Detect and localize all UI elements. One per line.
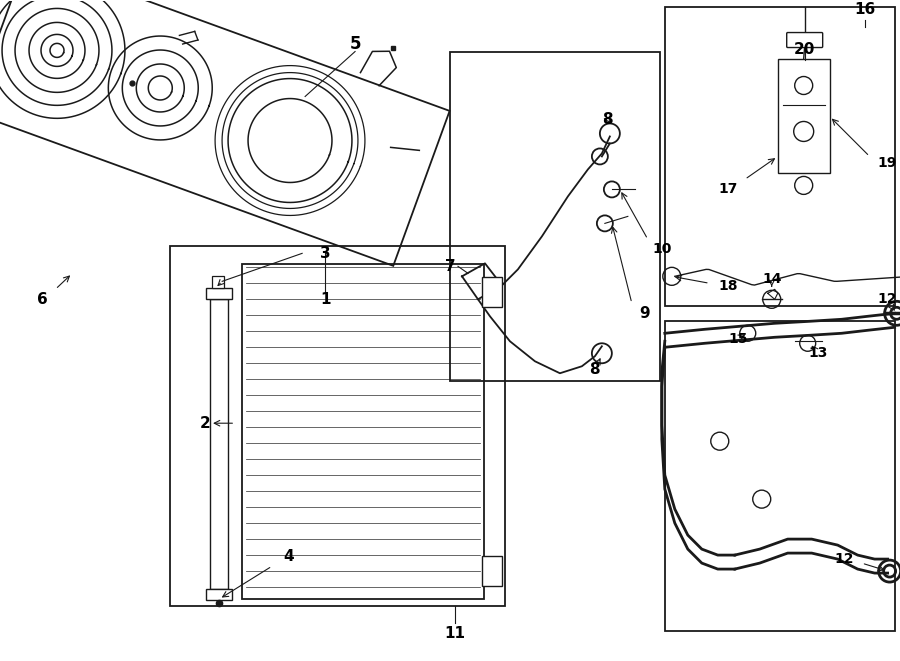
Bar bbox=[206, 288, 232, 299]
Bar bbox=[778, 59, 830, 173]
Text: 8: 8 bbox=[590, 362, 600, 377]
Bar bbox=[482, 556, 502, 586]
Bar bbox=[665, 7, 895, 306]
Polygon shape bbox=[462, 263, 502, 299]
Bar bbox=[212, 276, 224, 288]
Text: 2: 2 bbox=[200, 416, 211, 431]
Bar bbox=[242, 264, 484, 599]
Text: 7: 7 bbox=[445, 259, 455, 274]
Bar bbox=[450, 52, 660, 381]
Text: 3: 3 bbox=[320, 246, 330, 261]
Text: 14: 14 bbox=[762, 272, 781, 286]
Bar bbox=[665, 321, 895, 631]
Polygon shape bbox=[0, 0, 450, 266]
Text: 12: 12 bbox=[835, 552, 854, 566]
Text: 16: 16 bbox=[854, 2, 876, 17]
Text: 4: 4 bbox=[283, 549, 293, 564]
Text: 15: 15 bbox=[728, 332, 748, 346]
Text: 20: 20 bbox=[794, 42, 815, 57]
Text: 19: 19 bbox=[878, 157, 897, 171]
Text: 5: 5 bbox=[349, 34, 361, 52]
Text: 13: 13 bbox=[808, 346, 827, 360]
FancyBboxPatch shape bbox=[787, 32, 823, 48]
Text: 6: 6 bbox=[37, 292, 48, 307]
Text: 9: 9 bbox=[640, 306, 650, 321]
Bar bbox=[482, 278, 502, 307]
Text: 11: 11 bbox=[445, 625, 465, 641]
Bar bbox=[206, 589, 232, 600]
Text: 12: 12 bbox=[878, 292, 897, 306]
Text: 10: 10 bbox=[652, 243, 671, 256]
Text: 17: 17 bbox=[718, 182, 737, 196]
Text: 1: 1 bbox=[320, 292, 330, 307]
Text: 18: 18 bbox=[718, 280, 737, 293]
Text: 8: 8 bbox=[603, 112, 613, 127]
Bar bbox=[170, 247, 505, 606]
